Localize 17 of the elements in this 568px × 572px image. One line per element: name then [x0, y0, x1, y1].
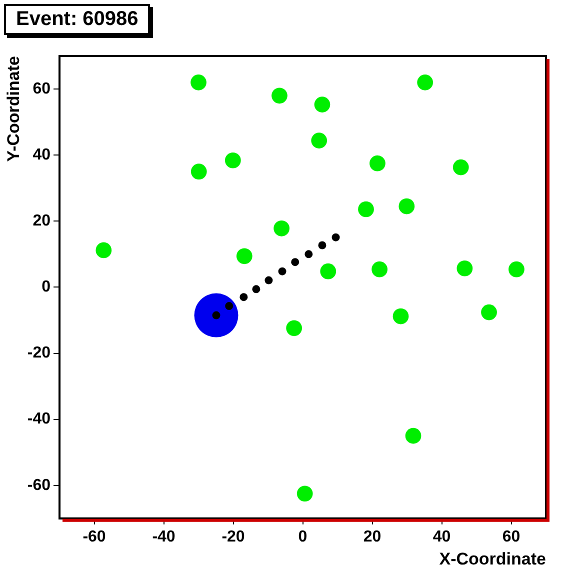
- y-tick-label: -60: [27, 476, 51, 494]
- x-tick-label: -40: [152, 528, 176, 546]
- x-tick-label: -20: [222, 528, 245, 546]
- x-axis-title: X-Coordinate: [439, 549, 546, 568]
- chart-title: Event: 60986: [4, 4, 150, 35]
- y-tick-label: 40: [32, 146, 51, 164]
- x-tick-label: 60: [502, 528, 520, 546]
- y-tick-label: 0: [42, 278, 51, 296]
- y-tick-label: 60: [32, 80, 51, 98]
- x-tick-label: 40: [432, 528, 451, 546]
- x-tick-label: 0: [298, 528, 308, 546]
- y-tick-label: -40: [27, 410, 51, 428]
- x-tick-label: 20: [363, 528, 382, 546]
- y-axis-title: Y-Coordinate: [4, 56, 23, 162]
- x-tick-label: -60: [82, 528, 106, 546]
- y-tick-label: -20: [27, 344, 51, 362]
- y-tick-label: 20: [32, 212, 51, 230]
